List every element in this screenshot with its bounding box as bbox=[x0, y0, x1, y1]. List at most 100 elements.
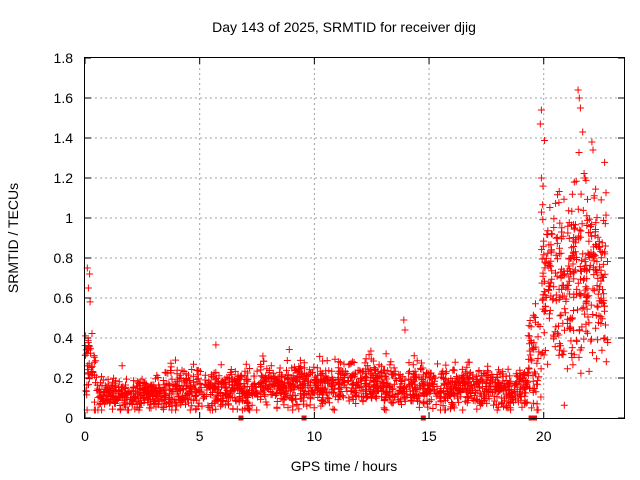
data-point bbox=[504, 365, 512, 373]
data-point bbox=[534, 355, 542, 362]
data-point bbox=[280, 381, 288, 389]
data-point bbox=[583, 285, 591, 293]
data-point bbox=[406, 380, 414, 388]
data-point bbox=[306, 384, 314, 392]
data-point bbox=[279, 396, 287, 404]
data-point bbox=[180, 396, 188, 403]
data-point bbox=[475, 368, 483, 376]
data-point bbox=[556, 219, 564, 227]
data-point bbox=[296, 368, 304, 376]
data-point bbox=[533, 380, 541, 388]
data-point bbox=[413, 357, 421, 365]
data-point bbox=[522, 378, 530, 386]
data-point bbox=[319, 396, 327, 404]
data-point bbox=[566, 325, 574, 333]
data-point bbox=[199, 391, 207, 398]
data-point bbox=[363, 362, 371, 370]
data-point bbox=[254, 389, 262, 397]
data-point bbox=[546, 204, 554, 211]
data-point bbox=[602, 358, 610, 366]
data-point bbox=[318, 397, 326, 405]
data-point bbox=[538, 279, 546, 287]
data-point bbox=[500, 394, 508, 402]
data-point bbox=[597, 254, 605, 262]
data-point bbox=[571, 266, 579, 274]
data-point bbox=[173, 402, 181, 410]
data-point bbox=[534, 321, 542, 329]
data-point bbox=[172, 356, 179, 364]
data-point bbox=[552, 269, 559, 277]
data-point bbox=[90, 352, 98, 360]
data-point bbox=[434, 360, 441, 368]
data-point bbox=[300, 369, 308, 377]
data-point bbox=[407, 396, 415, 404]
data-point bbox=[582, 327, 590, 335]
data-point bbox=[577, 369, 585, 377]
data-point bbox=[339, 393, 347, 401]
data-point bbox=[597, 196, 605, 204]
data-point bbox=[243, 398, 251, 406]
data-point bbox=[565, 234, 573, 242]
data-point bbox=[310, 363, 318, 371]
data-point bbox=[502, 403, 510, 411]
data-point bbox=[188, 402, 196, 410]
data-point bbox=[253, 367, 261, 375]
data-point bbox=[324, 394, 332, 402]
data-point bbox=[467, 381, 475, 389]
data-point bbox=[226, 368, 234, 376]
data-point bbox=[325, 399, 333, 407]
y-tick-label: 1.4 bbox=[54, 130, 74, 146]
data-point bbox=[289, 391, 297, 399]
data-point bbox=[422, 373, 430, 381]
data-point bbox=[152, 397, 160, 405]
data-point bbox=[389, 399, 397, 407]
data-point bbox=[576, 226, 584, 234]
data-point bbox=[529, 311, 537, 319]
data-point bbox=[303, 402, 311, 410]
data-point bbox=[405, 359, 413, 367]
data-point bbox=[177, 401, 185, 409]
data-point bbox=[334, 364, 342, 372]
data-point bbox=[81, 342, 89, 349]
data-point bbox=[406, 367, 413, 375]
data-point bbox=[558, 281, 566, 289]
data-point bbox=[560, 347, 568, 355]
data-point bbox=[242, 376, 250, 384]
chart-title: Day 143 of 2025, SRMTID for receiver dji… bbox=[212, 19, 476, 35]
data-point bbox=[581, 286, 589, 294]
x-tick-label: 10 bbox=[307, 428, 323, 444]
data-point bbox=[575, 94, 583, 102]
data-point bbox=[321, 384, 329, 392]
data-point bbox=[190, 378, 197, 386]
data-point bbox=[564, 229, 572, 237]
data-point bbox=[338, 367, 346, 375]
data-point bbox=[182, 370, 190, 378]
data-point bbox=[167, 367, 174, 374]
data-point bbox=[380, 366, 388, 374]
data-point bbox=[336, 380, 343, 388]
data-point bbox=[122, 381, 129, 389]
data-point bbox=[476, 401, 484, 409]
data-point bbox=[391, 375, 399, 383]
data-point bbox=[538, 296, 546, 304]
data-point bbox=[592, 311, 600, 319]
data-point bbox=[301, 376, 309, 384]
data-point bbox=[367, 355, 375, 363]
data-point bbox=[285, 346, 293, 353]
data-point bbox=[557, 235, 565, 243]
data-point bbox=[84, 284, 92, 292]
data-point bbox=[570, 268, 578, 276]
data-point bbox=[597, 277, 605, 285]
data-point bbox=[337, 383, 345, 391]
data-point bbox=[188, 366, 196, 373]
data-point bbox=[195, 399, 203, 407]
data-point bbox=[554, 255, 561, 263]
data-point bbox=[412, 374, 420, 382]
data-point bbox=[218, 401, 226, 409]
data-point bbox=[217, 361, 225, 369]
data-point bbox=[594, 336, 602, 344]
data-point bbox=[310, 389, 318, 397]
data-point bbox=[401, 326, 409, 334]
data-point bbox=[570, 225, 578, 233]
